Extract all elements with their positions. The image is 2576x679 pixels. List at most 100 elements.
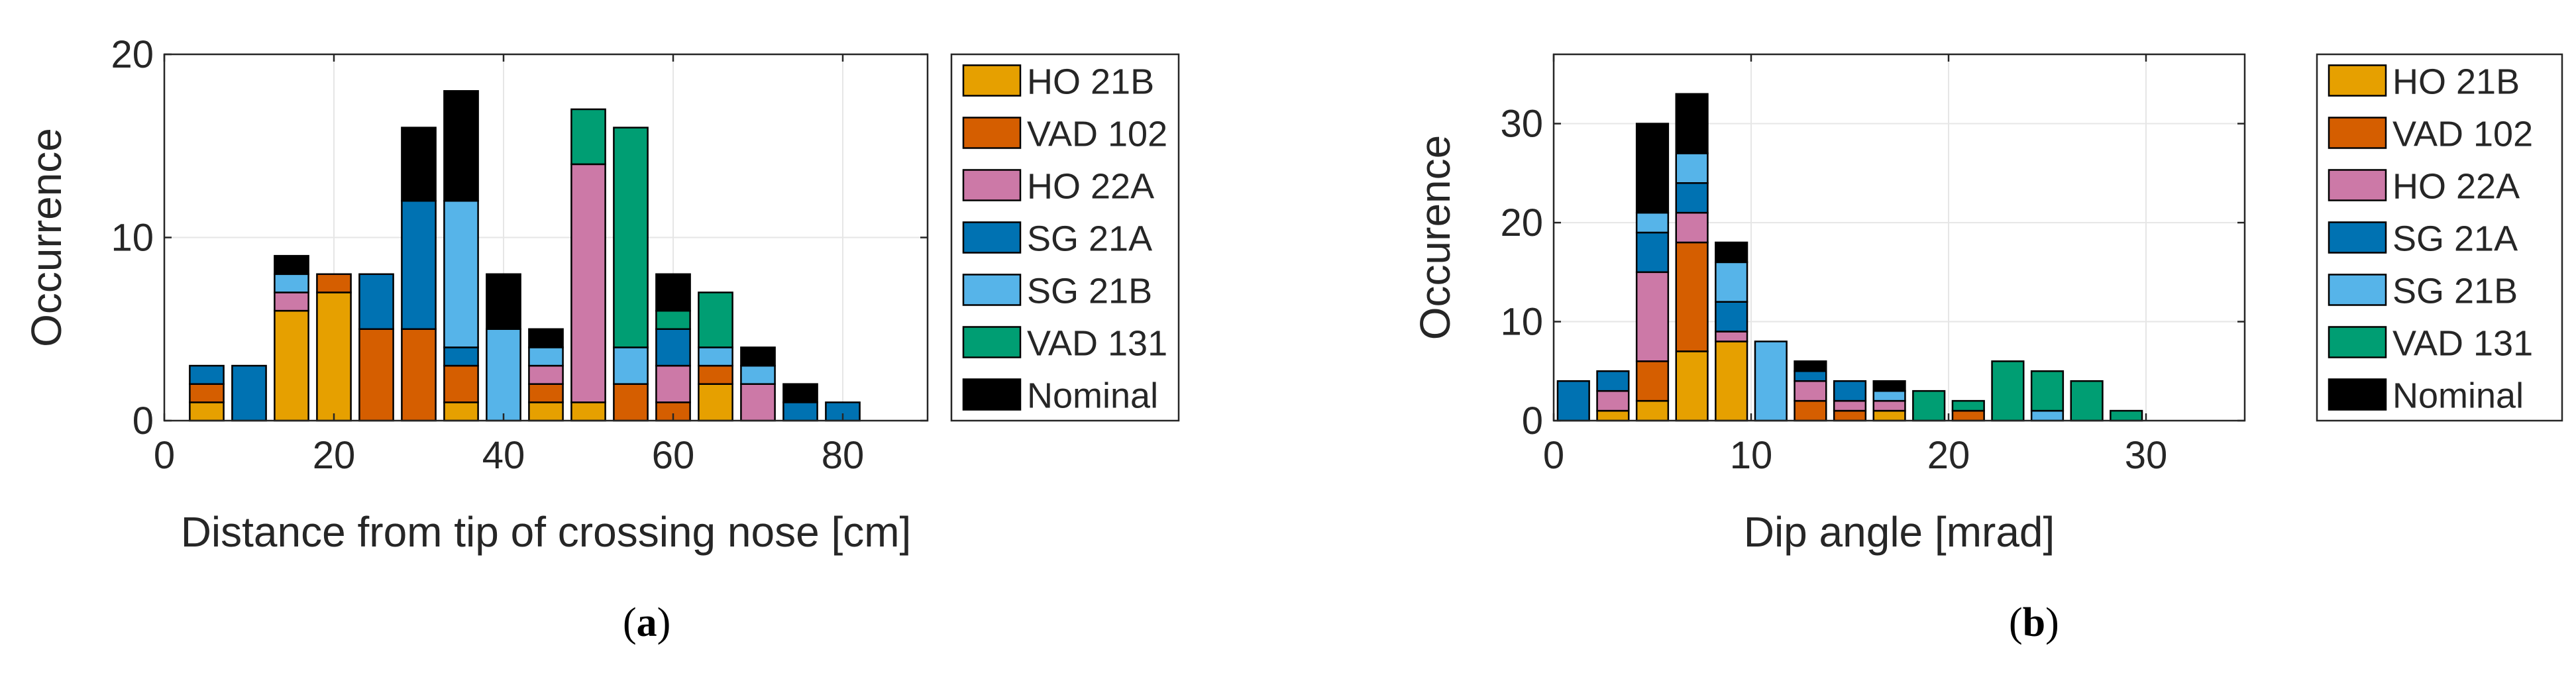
bar-ho-22a [1833, 399, 1867, 412]
bar-ho-22a [570, 163, 606, 403]
legend-swatch-vad-131 [2328, 326, 2387, 358]
bar-ho-22a [1596, 390, 1630, 412]
bar-ho-21b [443, 401, 479, 422]
legend-swatch-sg-21b [962, 274, 1022, 306]
bar-nominal [1794, 360, 1827, 372]
bar-vad-102 [189, 383, 225, 403]
x-axis-label: Distance from tip of crossing nose [cm] [181, 508, 912, 556]
bar-vad-102 [528, 383, 564, 403]
legend-entry-label: HO 21B [1027, 62, 1154, 102]
x-tick-label: 20 [313, 434, 356, 477]
bar-sg-21a [782, 401, 818, 422]
bar-ho-21b [316, 291, 352, 422]
bar-sg-21a [1675, 182, 1709, 214]
bar-sg-21b [274, 273, 309, 293]
bar-sg-21a [231, 364, 267, 422]
bar-sg-21b [698, 346, 733, 367]
bar-vad-131 [2110, 409, 2143, 422]
bar-vad-102 [1635, 360, 1670, 402]
bar-vad-131 [570, 108, 606, 166]
bar-vad-102 [401, 328, 437, 422]
bar-vad-102 [698, 364, 733, 385]
y-tick-label: 30 [1500, 103, 1543, 146]
legend-entry-label: SG 21B [1027, 272, 1152, 311]
bar-vad-102 [613, 383, 649, 422]
bar-ho-21b [1635, 399, 1670, 422]
bar-ho-22a [1675, 211, 1709, 244]
bar-ho-22a [1872, 399, 1906, 412]
bar-ho-21b [1872, 409, 1906, 422]
panel-label-a: (a) [623, 600, 671, 645]
bar-vad-102 [358, 328, 394, 422]
bar-ho-22a [1794, 380, 1827, 402]
bar-vad-102 [316, 273, 352, 293]
legend-entry-label: SG 21A [1027, 219, 1152, 259]
legend-entry-label: HO 22A [2392, 167, 2520, 207]
legend-entry-label: Nominal [1027, 376, 1158, 416]
bar-sg-21b [443, 199, 479, 348]
legend-swatch-ho-21b [2328, 64, 2387, 97]
bar-sg-21a [1635, 231, 1670, 274]
x-tick-label: 0 [1543, 434, 1564, 477]
bar-ho-22a [528, 364, 564, 385]
bar-ho-21b [570, 401, 606, 422]
bar-nominal [274, 254, 309, 276]
bar-sg-21a [655, 328, 691, 367]
bar-nominal [655, 273, 691, 312]
bar-vad-131 [698, 291, 733, 348]
bar-sg-21b [486, 328, 521, 422]
x-tick-label: 40 [482, 434, 525, 477]
bar-vad-131 [655, 309, 691, 331]
x-tick-label: 10 [1730, 434, 1773, 477]
panel-label-b: (b) [2009, 600, 2059, 645]
bar-ho-22a [655, 364, 691, 403]
legend: HO 21B VAD 102 HO 22A SG 21A SG 21B VAD 131 No… [950, 53, 1180, 422]
bar-vad-102 [1951, 409, 1985, 422]
legend-swatch-vad-102 [2328, 117, 2387, 149]
bar-nominal [528, 328, 564, 348]
bar-sg-21a [358, 273, 394, 330]
bar-nominal [1635, 123, 1670, 214]
legend-entry-label: SG 21B [2392, 272, 2518, 311]
legend-swatch-ho-22a [2328, 169, 2387, 201]
bar-sg-21a [443, 346, 479, 367]
y-tick-label: 0 [1522, 399, 1543, 443]
bar-sg-21a [1596, 370, 1630, 392]
legend-swatch-sg-21b [2328, 274, 2387, 306]
bar-sg-21a [401, 199, 437, 331]
bar-vad-131 [1912, 390, 1946, 422]
bar-ho-21b [528, 401, 564, 422]
bar-ho-21b [274, 309, 309, 422]
legend-entry-label: VAD 131 [1027, 324, 1167, 364]
legend: HO 21B VAD 102 HO 22A SG 21A SG 21B VAD 131 No… [2316, 53, 2563, 422]
bar-sg-21a [189, 364, 225, 385]
legend-entry-label: VAD 102 [2392, 115, 2533, 154]
bar-sg-21a [1794, 370, 1827, 382]
axes-box [1552, 53, 2246, 422]
bar-ho-22a [274, 291, 309, 312]
y-axis-label: Occurrence [23, 128, 70, 347]
bar-sg-21b [1635, 211, 1670, 234]
y-tick-label: 10 [111, 217, 154, 260]
y-tick-label: 0 [133, 399, 154, 443]
bar-ho-21b [1675, 350, 1709, 422]
bar-ho-22a [1635, 271, 1670, 362]
bar-ho-21b [698, 383, 733, 422]
y-tick-label: 20 [1500, 201, 1543, 244]
bar-ho-21b [1715, 340, 1748, 422]
bar-sg-21a [1833, 380, 1867, 402]
y-tick-label: 10 [1500, 301, 1543, 344]
bar-vad-102 [1794, 399, 1827, 422]
bar-sg-21b [1675, 152, 1709, 184]
x-axis-label: Dip angle [mrad] [1744, 508, 2055, 556]
x-tick-label: 80 [822, 434, 865, 477]
y-axis-label: Occurence [1411, 135, 1459, 340]
bar-vad-131 [1991, 360, 2025, 422]
legend-swatch-sg-21a [2328, 221, 2387, 254]
bar-ho-21b [1596, 409, 1630, 422]
legend-entry-label: VAD 131 [2392, 324, 2533, 364]
legend-swatch-nominal [962, 378, 1022, 411]
bar-sg-21b [613, 346, 649, 385]
bar-sg-21b [1754, 340, 1788, 422]
